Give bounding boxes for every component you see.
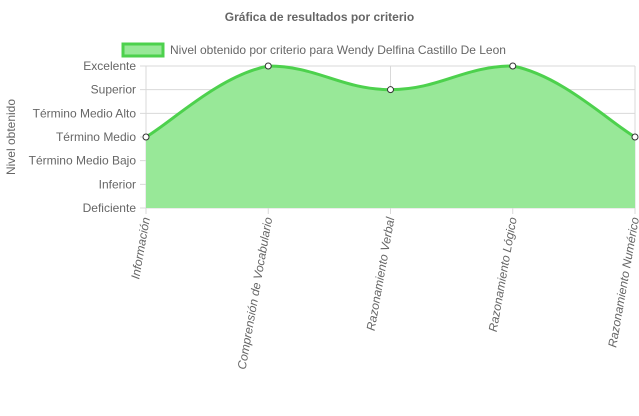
data-points[interactable]: Información: Término Medio Comprensión de… <box>142 62 639 141</box>
x-tick-label: Razonamiento Lógico <box>486 216 520 333</box>
y-tick-label: Superior <box>91 83 136 97</box>
legend-label[interactable]: Nivel obtenido por criterio para Wendy D… <box>170 43 506 57</box>
y-tick-label: Deficiente <box>83 201 137 215</box>
data-point[interactable]: Razonamiento Lógico: Excelente <box>509 62 517 70</box>
chart-title: Gráfica de resultados por criterio <box>225 10 414 24</box>
y-tick-label: Excelente <box>83 59 136 73</box>
data-point[interactable]: Información: Término Medio <box>142 133 150 141</box>
x-tick-labels: Información Comprensión de Vocabulario Raz… <box>128 216 639 371</box>
x-tick-label: Razonamiento Verbal <box>364 216 398 332</box>
data-point[interactable]: Comprensión de Vocabulario: Excelente <box>264 62 272 70</box>
x-tick-label: Información <box>128 216 153 280</box>
x-tick-label: Razonamiento Numérico <box>605 216 639 349</box>
legend-swatch[interactable] <box>121 42 165 58</box>
data-point[interactable]: Razonamiento Numérico: Término Medio <box>631 133 639 141</box>
y-tick-label: Inferior <box>99 177 136 191</box>
series-area-fill <box>146 66 635 208</box>
data-point[interactable]: Razonamiento Verbal: Superior <box>387 86 394 94</box>
x-tick-label: Comprensión de Vocabulario <box>235 216 276 371</box>
y-tick-label: Término Medio Bajo <box>29 154 137 168</box>
y-tick-label: Término Medio Alto <box>33 106 137 120</box>
y-tick-label: Término Medio <box>56 130 136 144</box>
y-axis-title: Nivel obtenido <box>4 99 18 175</box>
y-tick-labels: Deficiente Inferior Término Medio Bajo Térm… <box>29 59 137 215</box>
